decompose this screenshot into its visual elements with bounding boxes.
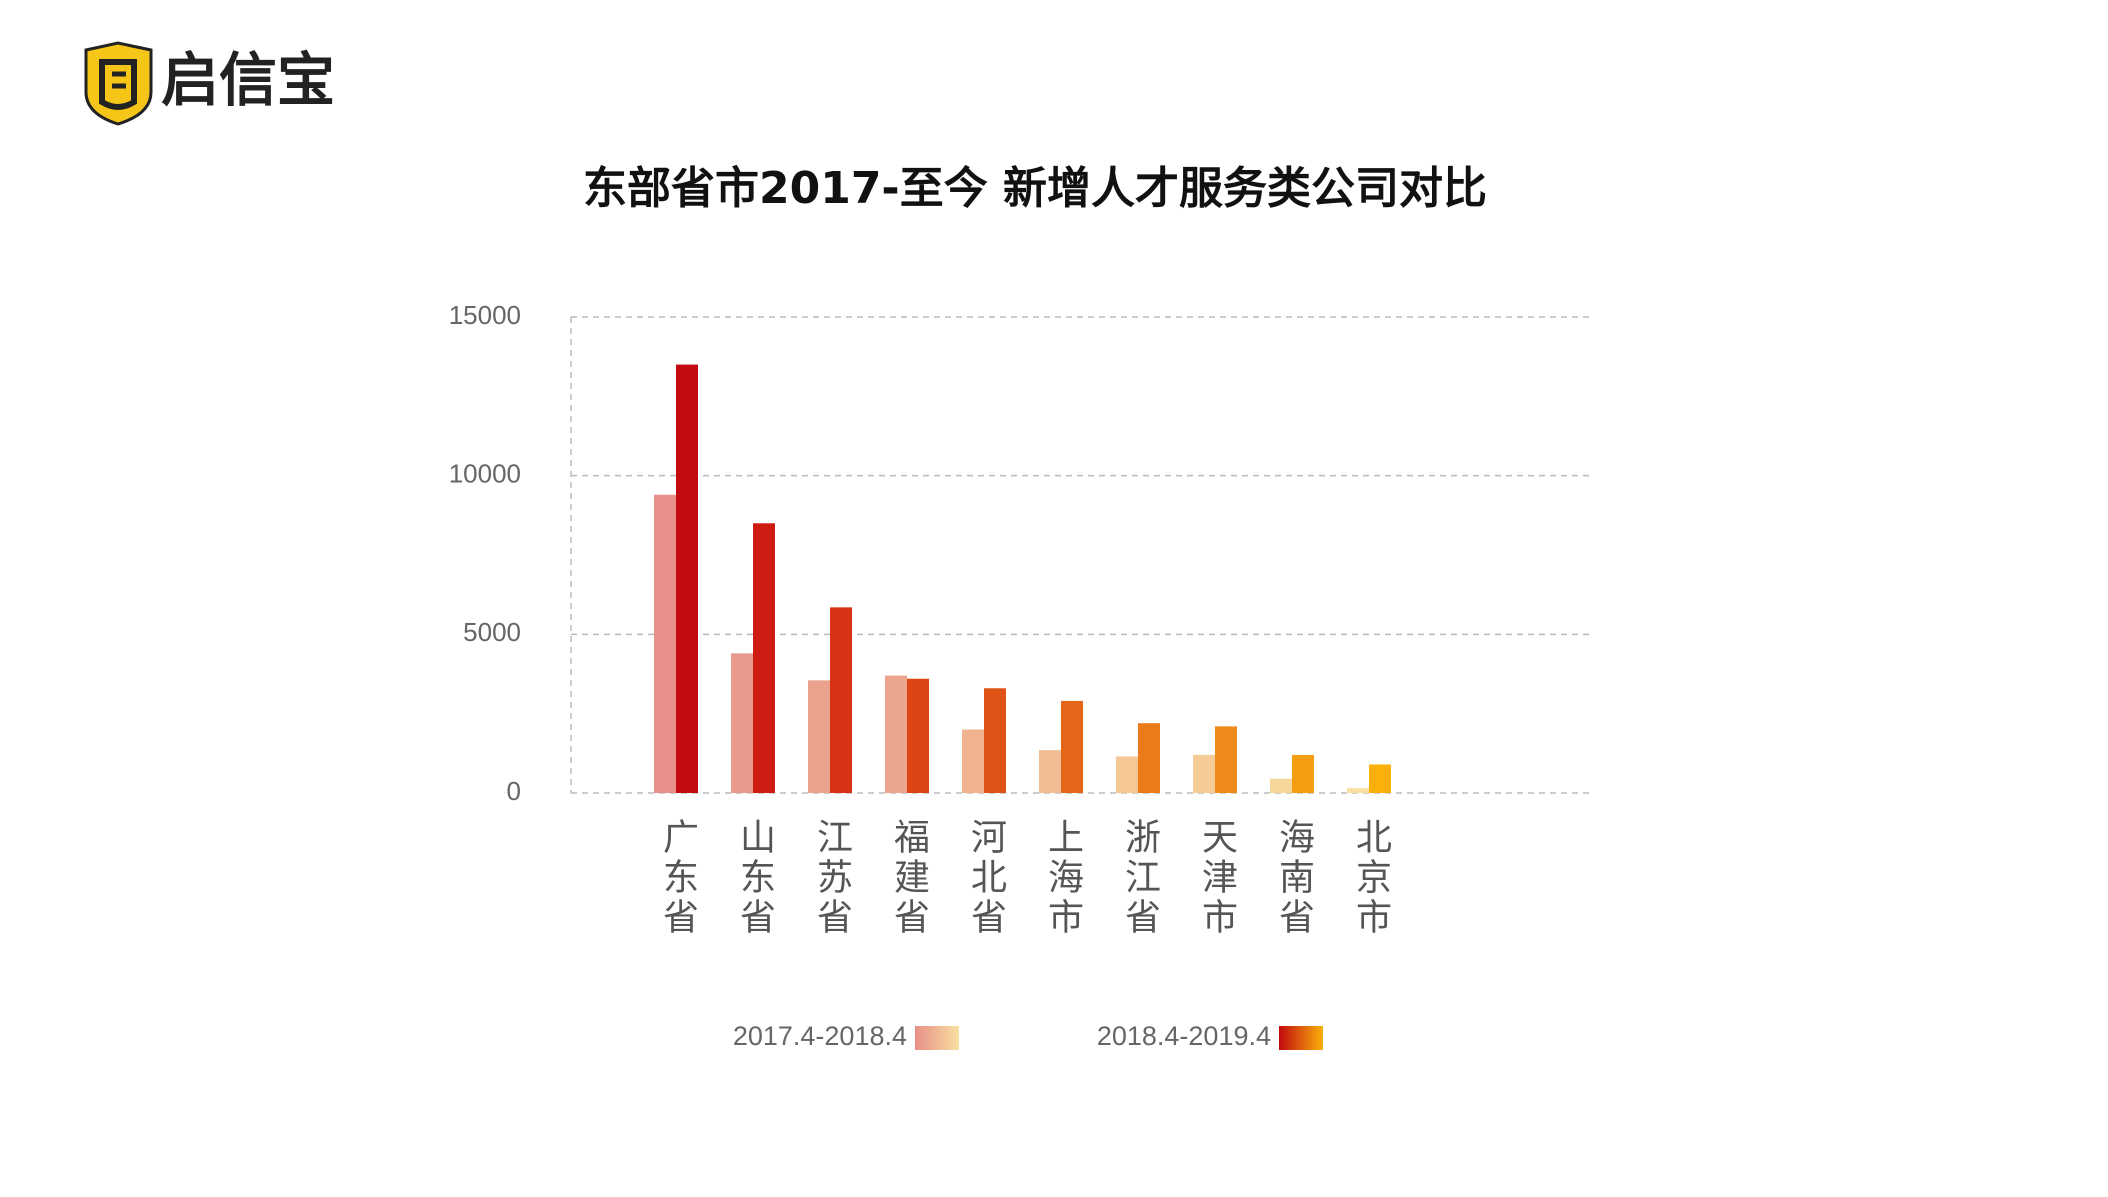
x-tick-label: 上海市 xyxy=(1042,818,1083,938)
bar xyxy=(830,607,852,793)
bar xyxy=(1138,723,1160,793)
x-tick-label: 广东省 xyxy=(657,818,698,938)
brand: 启信宝 xyxy=(161,46,335,114)
bar xyxy=(1193,754,1215,793)
bar xyxy=(1215,726,1237,793)
bar xyxy=(1270,778,1292,793)
legend-label: 2017.4-2018.4 xyxy=(733,1021,907,1051)
legend-label: 2018.4-2019.4 xyxy=(1097,1021,1271,1051)
y-tick-label: 15000 xyxy=(449,300,521,330)
y-tick-label: 5000 xyxy=(463,617,521,647)
bar xyxy=(1116,756,1138,793)
bar xyxy=(907,678,929,793)
x-tick-label: 天津市 xyxy=(1196,818,1237,938)
x-tick-label: 福建省 xyxy=(888,818,930,938)
bar xyxy=(1347,788,1369,793)
legend-swatch xyxy=(915,1026,959,1050)
legend-swatch xyxy=(1279,1026,1323,1050)
x-tick-label: 北京市 xyxy=(1350,818,1391,938)
y-tick-label: 10000 xyxy=(449,459,521,489)
x-tick-label: 江苏省 xyxy=(811,818,852,938)
chart-title: 东部省市2017-至今 新增人才服务类公司对比 xyxy=(583,163,1487,214)
x-tick-label: 海南省 xyxy=(1273,818,1314,938)
x-tick-label: 浙江省 xyxy=(1119,818,1160,938)
x-tick-label: 山东省 xyxy=(734,818,775,938)
logo-icon xyxy=(84,41,153,126)
bar xyxy=(984,688,1006,793)
x-tick-label: 河北省 xyxy=(965,818,1006,938)
bar xyxy=(654,494,676,793)
bar xyxy=(885,675,907,793)
bar xyxy=(1369,764,1391,793)
bar xyxy=(676,364,698,793)
bar xyxy=(808,680,830,793)
bar xyxy=(1061,700,1083,793)
bar xyxy=(1039,750,1061,793)
bar xyxy=(1292,754,1314,793)
bar xyxy=(731,653,753,793)
bar xyxy=(962,729,984,793)
y-tick-label: 0 xyxy=(507,776,521,806)
bar xyxy=(753,523,775,793)
